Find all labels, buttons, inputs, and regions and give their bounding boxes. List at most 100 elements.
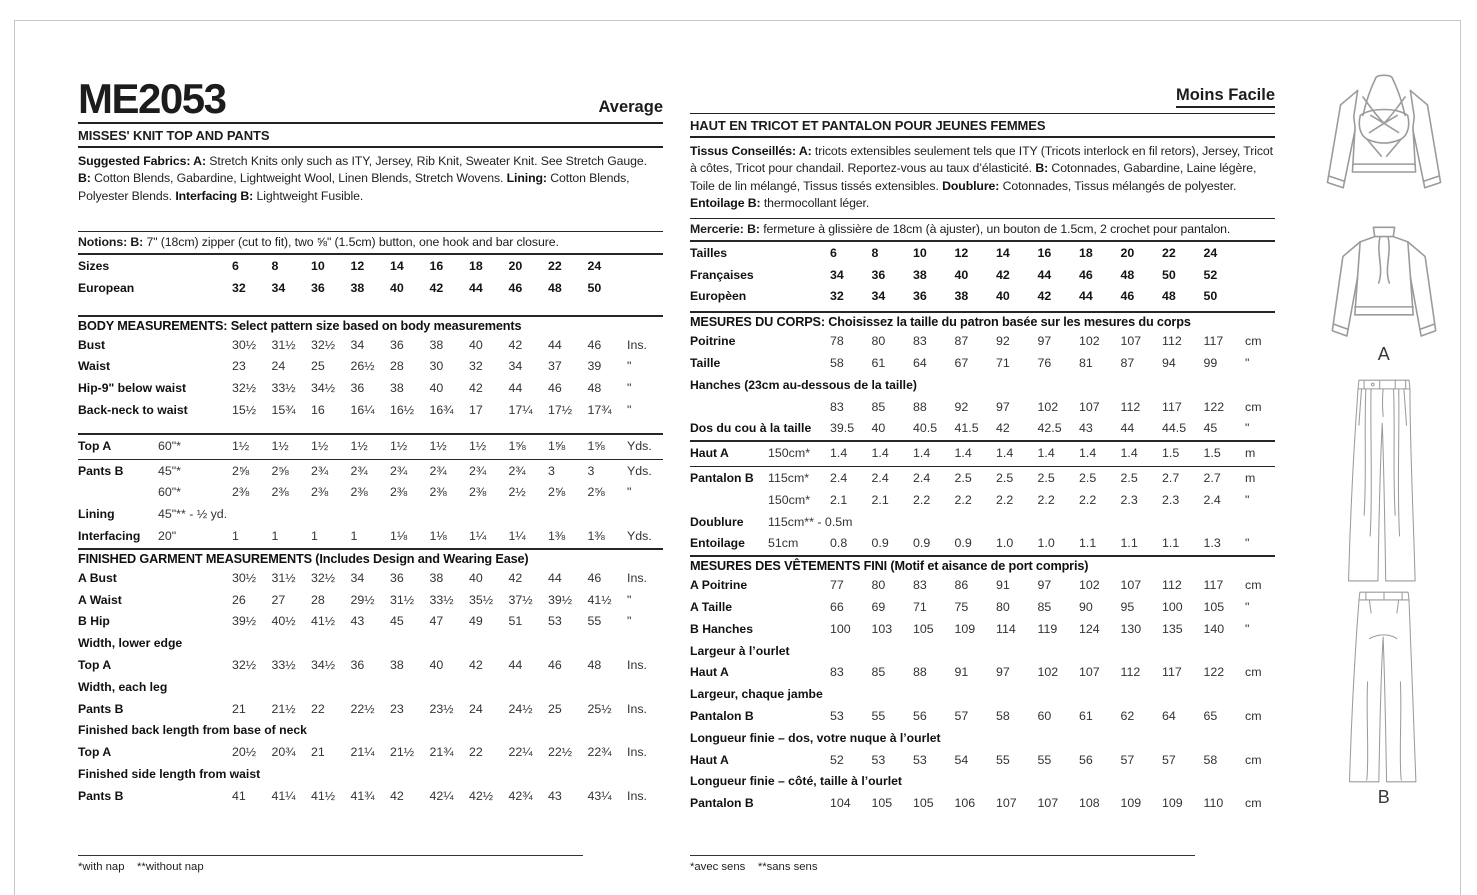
yardage-table-en: Top A 60"* 1½ 1½ 1½ 1½ 1½ 1½ 1½ 1⅝ 1⅝ 1⅝ Yds. Pants B… <box>78 436 663 548</box>
value-cell: 41¼ <box>271 788 296 803</box>
value-cell: 1½ <box>390 438 408 453</box>
value-cell: 34 <box>830 267 844 282</box>
value-cell: 39.5 <box>830 421 855 436</box>
finished-measurements-header-en: FINISHED GARMENT MEASUREMENTS (Includes … <box>78 551 529 566</box>
value-cell: 1.4 <box>954 446 972 461</box>
value-cell: 108 <box>1079 796 1100 811</box>
table-row: A Poitrine 77 80 83 86 91 97 102 107 112 117 cm <box>690 575 1275 597</box>
value-cell: 41¾ <box>350 788 375 803</box>
value-cell: 24 <box>1203 245 1218 260</box>
row-label: Europèen <box>690 289 747 304</box>
table-row: Top A 20½ 20¾ 21 21¼ 21½ 21¾ 22 22¼ 22½ 22¾ Ins. <box>78 742 663 764</box>
value-cell: 20 <box>1120 245 1135 260</box>
view-a-label: A <box>1377 344 1391 364</box>
value-cell: 40 <box>429 657 444 672</box>
value-cell: 2.2 <box>913 492 931 507</box>
unit-cell: " <box>627 359 632 374</box>
value-cell: 117 <box>1162 665 1182 680</box>
value-cell: 16¾ <box>429 402 454 417</box>
value-cell: 18 <box>469 258 483 273</box>
unit-cell: cm <box>1245 334 1262 349</box>
value-cell: 36 <box>390 570 404 585</box>
value-cell: 60 <box>1037 708 1052 723</box>
table-row: Finished side length from waist <box>78 764 663 786</box>
section-rule <box>78 547 663 550</box>
value-cell: 114 <box>996 621 1016 636</box>
value-cell: 45 <box>390 614 404 629</box>
value-cell: 107 <box>1079 399 1100 414</box>
value-cell: 62 <box>1120 708 1135 723</box>
value-cell: 40 <box>429 381 444 396</box>
value-cell: 16½ <box>390 402 415 417</box>
value-cell: 106 <box>954 796 976 811</box>
section-rule <box>78 432 663 435</box>
value-cell: 78 <box>830 334 844 349</box>
value-cell: 41 <box>232 788 246 803</box>
value-cell: 81 <box>1079 356 1093 370</box>
value-cell: 39½ <box>232 614 257 629</box>
value-cell: 105 <box>1203 599 1225 614</box>
value-cell: 23 <box>232 359 246 374</box>
fabric-width-cell: 60"* <box>158 438 182 453</box>
value-cell: 92 <box>996 334 1010 349</box>
row-heading: Hanches (23cm au-dessous de la taille) <box>690 377 917 392</box>
table-row: B Hip 39½ 40½ 41½ 43 45 47 49 51 53 55 " <box>78 611 663 633</box>
value-cell: 1.3 <box>1203 536 1221 551</box>
unit-cell: Ins. <box>627 337 647 352</box>
unit-cell: " <box>1245 421 1250 436</box>
value-cell: 112 <box>1120 665 1141 680</box>
table-row: Hanches (23cm au-dessous de la taille) <box>690 375 1275 397</box>
view-b-figure: B <box>1298 375 1470 808</box>
value-cell: 34 <box>350 570 365 585</box>
value-cell: 44.5 <box>1162 421 1187 436</box>
value-cell: 55 <box>996 752 1010 767</box>
view-a-figure: A <box>1298 72 1470 365</box>
value-cell: 23 <box>390 701 404 716</box>
value-cell: 2¾ <box>429 463 447 478</box>
value-cell: 1⅝ <box>548 438 566 453</box>
value-cell: 71 <box>996 356 1010 370</box>
table-row: Largeur, chaque jambe <box>690 684 1275 706</box>
value-cell: 44 <box>548 337 562 352</box>
value-cell: 2.1 <box>871 492 889 507</box>
value-cell: 119 <box>1037 621 1058 636</box>
value-cell: 91 <box>954 665 969 680</box>
value-cell: 2.7 <box>1162 470 1180 485</box>
value-cell: 58 <box>830 356 844 370</box>
value-cell: 25 <box>548 701 562 716</box>
unit-cell: cm <box>1245 399 1262 414</box>
value-cell: 36 <box>913 289 927 304</box>
value-cell: 38 <box>390 381 404 396</box>
value-cell: 21 <box>232 701 246 716</box>
value-cell: 8 <box>271 258 279 273</box>
value-cell: 22 <box>311 701 325 716</box>
value-cell: 36 <box>390 337 404 352</box>
value-cell: 46 <box>587 337 602 352</box>
row-label: Pants B <box>78 701 124 716</box>
value-cell: 38 <box>429 570 444 585</box>
value-cell: 22½ <box>350 701 375 716</box>
value-cell: 1 <box>350 528 358 543</box>
value-cell: 41½ <box>311 614 336 629</box>
finished-measurements-header-fr: MESURES DES VÊTEMENTS FINI (Motif et ais… <box>690 559 1089 574</box>
table-row: Hip-9" below waist 32½ 33½ 34½ 36 38 40 42 44 46 4… <box>78 378 663 400</box>
value-cell: 38 <box>913 267 927 282</box>
value-cell: 80 <box>996 599 1010 614</box>
value-cell: 1½ <box>429 438 447 453</box>
value-cell: 32½ <box>311 570 336 585</box>
value-cell: 17¼ <box>508 402 533 417</box>
value-cell: 28 <box>311 592 325 607</box>
value-cell: 107 <box>1037 796 1059 811</box>
row-label: Poitrine <box>690 334 736 349</box>
unit-cell: " <box>627 592 632 607</box>
value-cell: 57 <box>1120 752 1135 767</box>
value-cell: 1.4 <box>1079 446 1097 461</box>
table-row: Tailles 6 8 10 12 14 16 18 20 22 24 <box>690 243 1275 265</box>
value-cell: 46 <box>587 570 602 585</box>
value-cell: 40 <box>469 570 483 585</box>
fabric-width-cell: 115cm* <box>768 470 810 485</box>
table-row: Interfacing 20" 1 1 1 1 1⅛ 1⅛ 1¼ 1¼ 1⅜ 1⅜ Yds. <box>78 526 663 548</box>
value-cell: 52 <box>1203 267 1218 282</box>
value-cell: 76 <box>1037 356 1052 370</box>
value-cell: 1¼ <box>469 528 487 543</box>
